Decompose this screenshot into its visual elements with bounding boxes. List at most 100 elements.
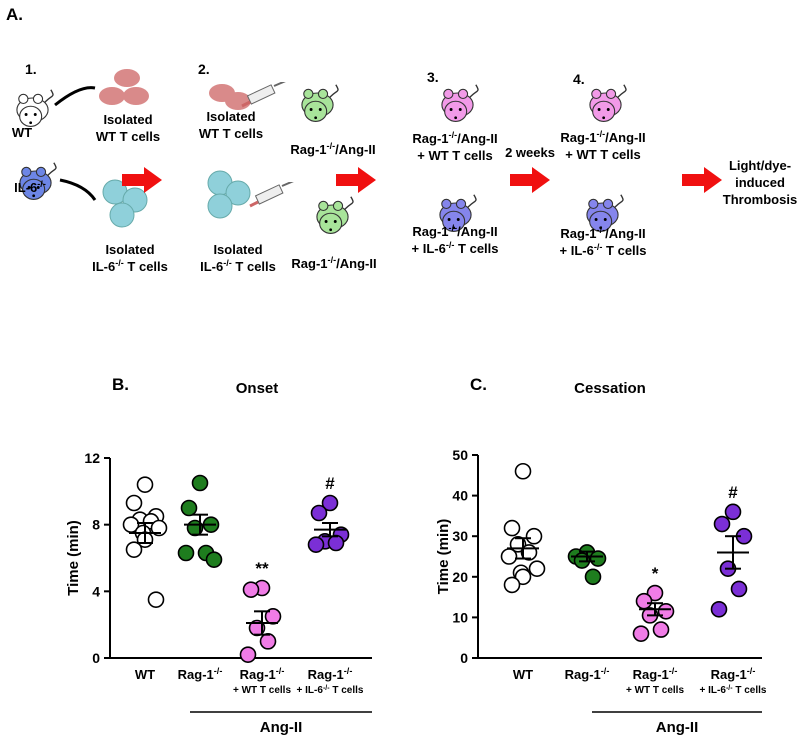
wt-cells bbox=[99, 69, 251, 110]
text-part: WT T cells bbox=[96, 129, 160, 144]
chart-title: Onset bbox=[236, 380, 279, 397]
text-part: /Ang-II bbox=[336, 256, 376, 271]
x-tick-label: + IL-6-/- T cells bbox=[700, 685, 767, 697]
text-part: Isolated bbox=[105, 242, 154, 257]
text-part: Isolated bbox=[213, 242, 262, 257]
significance: # bbox=[325, 474, 335, 493]
wt-mouse bbox=[16, 89, 54, 128]
data-point bbox=[125, 494, 143, 512]
text-part: + IL-6 bbox=[297, 685, 324, 696]
data-point bbox=[310, 504, 328, 522]
x-tick-label: Rag-1-/- bbox=[633, 666, 678, 682]
significance: # bbox=[728, 483, 738, 502]
text-part: 2 weeks bbox=[505, 145, 555, 160]
superscript: -/- bbox=[726, 685, 733, 692]
schematic-label: IL-6-/- T cells bbox=[200, 258, 276, 274]
y-tick-label: 50 bbox=[452, 447, 468, 463]
text-part: + WT T cells bbox=[417, 148, 493, 163]
text-part: T cells bbox=[232, 259, 276, 274]
x-tick-label: Rag-1-/- bbox=[240, 666, 285, 682]
y-tick-label: 0 bbox=[92, 650, 100, 666]
data-point bbox=[584, 568, 602, 586]
schematic-label: WT bbox=[12, 125, 32, 140]
schematic-label: Rag-1-/-/Ang-II bbox=[291, 255, 376, 271]
text-part: Rag-1 bbox=[412, 224, 448, 239]
text-part: T cells bbox=[602, 243, 646, 258]
schematic-label: Isolated bbox=[206, 109, 255, 124]
data-point bbox=[657, 603, 675, 620]
syringe bbox=[240, 82, 290, 108]
schematic-label: induced bbox=[735, 175, 785, 190]
schematic-label: Isolated bbox=[105, 242, 154, 257]
text-part: WT bbox=[513, 667, 533, 682]
data-point bbox=[503, 519, 521, 537]
data-point bbox=[525, 527, 543, 545]
data-point bbox=[177, 544, 195, 562]
x-tick-label: Rag-1-/- bbox=[308, 666, 353, 682]
syringe bbox=[248, 182, 298, 208]
schematic-label: IL-6-/- T cells bbox=[92, 258, 168, 274]
superscript: -/- bbox=[597, 129, 606, 139]
text-part: WT T cells bbox=[199, 126, 263, 141]
data-point bbox=[730, 580, 748, 598]
schematic-label: WT T cells bbox=[199, 126, 263, 141]
text-part: Rag-1 bbox=[560, 130, 596, 145]
text-part: + IL-6 bbox=[412, 241, 446, 256]
text-part: IL-6 bbox=[92, 259, 115, 274]
schematic-label: Light/dye- bbox=[729, 158, 791, 173]
superscript: -/- bbox=[446, 240, 455, 250]
text-part: Rag-1 bbox=[290, 142, 326, 157]
text-part: induced bbox=[735, 175, 785, 190]
superscript: -/- bbox=[594, 242, 603, 252]
superscript: -/- bbox=[601, 666, 610, 676]
superscript: -/- bbox=[344, 666, 353, 676]
superscript: -/- bbox=[449, 223, 458, 233]
step-number: 2. bbox=[198, 61, 210, 77]
red-arrow bbox=[510, 167, 550, 193]
data-point bbox=[205, 551, 223, 568]
text-part: + IL-6 bbox=[560, 243, 594, 258]
text-part: + WT T cells bbox=[565, 147, 641, 162]
x-tick-label: + WT T cells bbox=[626, 685, 685, 696]
data-point bbox=[632, 625, 650, 642]
superscript: -/- bbox=[115, 258, 124, 268]
schematic-label: Rag-1-/-/Ang-II bbox=[290, 141, 375, 157]
superscript: -/- bbox=[328, 255, 337, 265]
schematic-label: Rag-1-/-/Ang-II bbox=[560, 225, 645, 241]
text-part: T cells bbox=[454, 241, 498, 256]
data-point bbox=[635, 592, 653, 610]
schematic-label: + IL-6-/- T cells bbox=[412, 240, 499, 256]
text-part: T cells bbox=[124, 259, 168, 274]
y-tick-label: 20 bbox=[452, 569, 468, 585]
data-point bbox=[514, 462, 532, 480]
bracket-label: Ang-II bbox=[260, 719, 303, 736]
significance: * bbox=[652, 564, 659, 583]
y-tick-label: 4 bbox=[92, 583, 100, 599]
schematic-label: Isolated bbox=[103, 112, 152, 127]
data-point bbox=[259, 633, 277, 650]
y-tick-label: 8 bbox=[92, 517, 100, 533]
superscript: -/- bbox=[597, 225, 606, 235]
text-part: IL-6 bbox=[14, 180, 37, 195]
schematic: A. bbox=[6, 5, 722, 235]
text-part: Rag-1 bbox=[633, 667, 669, 682]
text-part: Rag-1 bbox=[308, 667, 344, 682]
rag-mouse bbox=[301, 84, 339, 123]
x-tick-label: + WT T cells bbox=[233, 685, 292, 696]
text-part: + WT T cells bbox=[233, 685, 292, 696]
schematic-label: Thrombosis bbox=[723, 192, 797, 207]
data-point bbox=[307, 536, 325, 553]
red-arrow bbox=[682, 167, 722, 193]
data-point bbox=[321, 494, 339, 512]
text-part: Rag-1 bbox=[240, 667, 276, 682]
data-point bbox=[125, 541, 143, 558]
text-part: /Ang-II bbox=[457, 224, 497, 239]
x-tick-label: + IL-6-/- T cells bbox=[297, 685, 364, 697]
data-point bbox=[327, 534, 345, 552]
superscript: -/- bbox=[449, 130, 458, 140]
data-point bbox=[589, 550, 607, 567]
red-arrow bbox=[336, 167, 376, 193]
text-part: IL-6 bbox=[200, 259, 223, 274]
data-point bbox=[500, 548, 518, 565]
data-point bbox=[147, 591, 165, 608]
